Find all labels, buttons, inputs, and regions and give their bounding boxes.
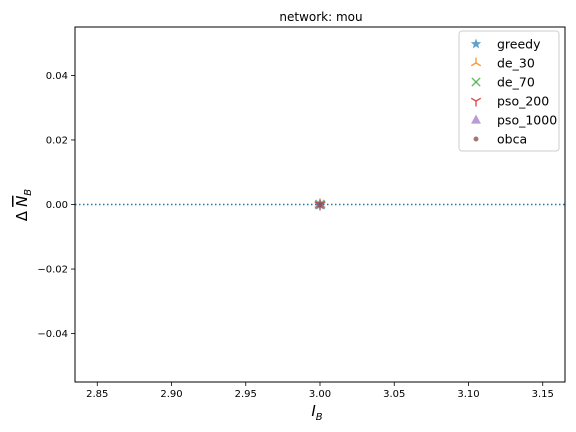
legend-marker	[471, 77, 481, 87]
legend-marker	[470, 57, 482, 67]
legend-item-de_70: de_70	[471, 75, 535, 90]
legend-label: de_70	[497, 75, 535, 90]
x-tick-label: 2.85	[86, 389, 108, 400]
x-tick-label: 3.15	[532, 389, 554, 400]
y-axis-title: ΔNB	[13, 189, 34, 222]
legend-marker	[470, 97, 482, 107]
x-axis: 2.85 2.90 2.95 3.00 3.05 3.10 3.15	[86, 382, 554, 400]
y-axis: −0.04 −0.02 0.00 0.02 0.04	[37, 71, 75, 340]
y-axis-title-prefix: Δ	[13, 210, 31, 221]
x-tick-label: 2.95	[235, 389, 257, 400]
x-tick-label: 3.10	[457, 389, 479, 400]
legend-item-obca: obca	[473, 132, 527, 147]
x-axis-title-subscript: B	[316, 412, 323, 423]
chart-title: network: mou	[279, 10, 362, 24]
legend-item-greedy: greedy	[470, 37, 541, 52]
legend-label: pso_200	[497, 94, 549, 109]
x-axis-title: IB	[311, 402, 322, 423]
legend-marker	[470, 38, 482, 49]
legend-label: de_30	[497, 56, 535, 71]
y-tick-label: −0.04	[37, 329, 68, 340]
legend-item-pso_200: pso_200	[470, 94, 549, 109]
legend-item-pso_1000: pso_1000	[471, 113, 557, 128]
legend-marker	[473, 136, 479, 142]
y-tick-label: 0.00	[46, 200, 68, 211]
legend-label: pso_1000	[497, 113, 557, 128]
x-tick-label: 2.90	[160, 389, 182, 400]
legend-marker	[471, 114, 481, 124]
y-axis-title-group: ΔNB	[13, 189, 34, 222]
x-tick-label: 3.05	[383, 389, 405, 400]
legend-item-de_30: de_30	[470, 56, 535, 71]
legend-label: obca	[497, 132, 527, 147]
legend-box	[458, 30, 560, 152]
data-series-obca	[317, 201, 323, 208]
legend-label: greedy	[497, 37, 541, 52]
data-point	[317, 201, 323, 208]
y-tick-label: 0.04	[46, 71, 68, 82]
y-axis-title-main: N	[13, 196, 31, 207]
y-tick-label: −0.02	[37, 265, 68, 276]
x-tick-label: 3.00	[309, 389, 331, 400]
y-tick-label: 0.02	[46, 135, 68, 146]
x-axis-title-main: I	[311, 402, 316, 420]
y-axis-title-subscript: B	[23, 189, 34, 196]
